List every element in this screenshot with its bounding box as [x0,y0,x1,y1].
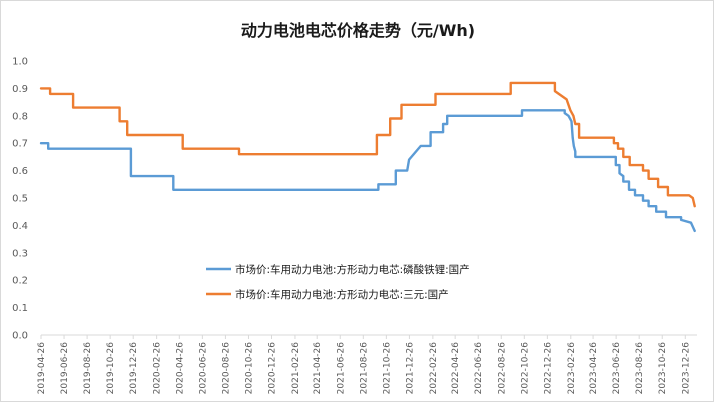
y-tick-label: 0.0 [12,331,28,342]
y-axis: 0.0 0.1 0.2 0.3 0.4 0.5 0.6 0.7 0.8 0.9 1.0 [12,57,28,342]
x-tick-label: 2022-06-26 [474,342,484,395]
x-tick-label: 2023-06-26 [612,342,622,395]
x-tick-label: 2022-08-26 [497,342,507,395]
x-tick-label: 2022-10-26 [520,342,530,395]
x-tick-label: 2020-06-26 [198,342,208,395]
y-tick-label: 0.3 [12,248,28,259]
x-tick-label: 2019-10-26 [106,342,116,395]
x-tick-label: 2022-04-26 [451,342,461,395]
plot-area [39,81,696,233]
y-tick-label: 0.9 [12,84,28,95]
x-tick-label: 2023-10-26 [658,342,668,395]
x-tick-label: 2023-02-26 [567,342,577,395]
legend-label-2: 市场价:车用动力电池:方形动力电芯:三元:国产 [235,288,449,301]
series-line-2 [39,81,696,208]
x-tick-label: 2023-12-26 [681,342,691,395]
x-tick-label: 2020-08-26 [221,342,231,395]
x-tick-label: 2023-04-26 [589,342,599,395]
legend: 市场价:车用动力电池:方形动力电芯:磷酸铁锂:国产市场价:车用动力电池:方形动力… [206,263,470,301]
x-tick-label: 2019-04-26 [37,342,47,395]
series-line-1 [39,109,696,233]
x-tick-label: 2019-08-26 [83,342,93,395]
x-tick-label: 2020-04-26 [175,342,185,395]
y-tick-label: 0.8 [12,111,28,122]
x-tick-label: 2023-08-26 [635,342,645,395]
x-tick-label: 2020-02-26 [153,342,163,395]
y-tick-label: 0.7 [12,139,28,150]
x-tick-label: 2021-12-26 [405,342,415,395]
y-tick-label: 0.4 [12,221,28,232]
x-tick-label: 2021-02-26 [291,342,301,395]
y-tick-label: 0.6 [12,166,28,177]
x-tick-label: 2021-10-26 [382,342,392,395]
y-tick-label: 1.0 [12,57,28,68]
y-tick-label: 0.2 [12,276,28,287]
x-tick-label: 2021-04-26 [313,342,323,395]
x-tick-label: 2021-08-26 [359,342,369,395]
x-tick-label: 2020-10-26 [244,342,254,395]
x-tick-label: 2020-12-26 [268,342,278,395]
x-tick-label: 2022-02-26 [429,342,439,395]
x-tick-label: 2021-06-26 [336,342,346,395]
x-axis: 2019-04-26 2019-06-26 2019-08-26 2019-10-26… [37,334,697,395]
legend-label-1: 市场价:车用动力电池:方形动力电芯:磷酸铁锂:国产 [235,263,470,276]
x-tick-label: 2019-06-26 [60,342,70,395]
x-tick-label: 2022-12-26 [543,342,553,395]
chart-title: 动力电池电芯价格走势（元/Wh) [241,21,475,40]
x-tick-label: 2019-12-26 [129,342,139,395]
y-tick-label: 0.1 [12,303,28,314]
y-tick-label: 0.5 [12,194,28,205]
